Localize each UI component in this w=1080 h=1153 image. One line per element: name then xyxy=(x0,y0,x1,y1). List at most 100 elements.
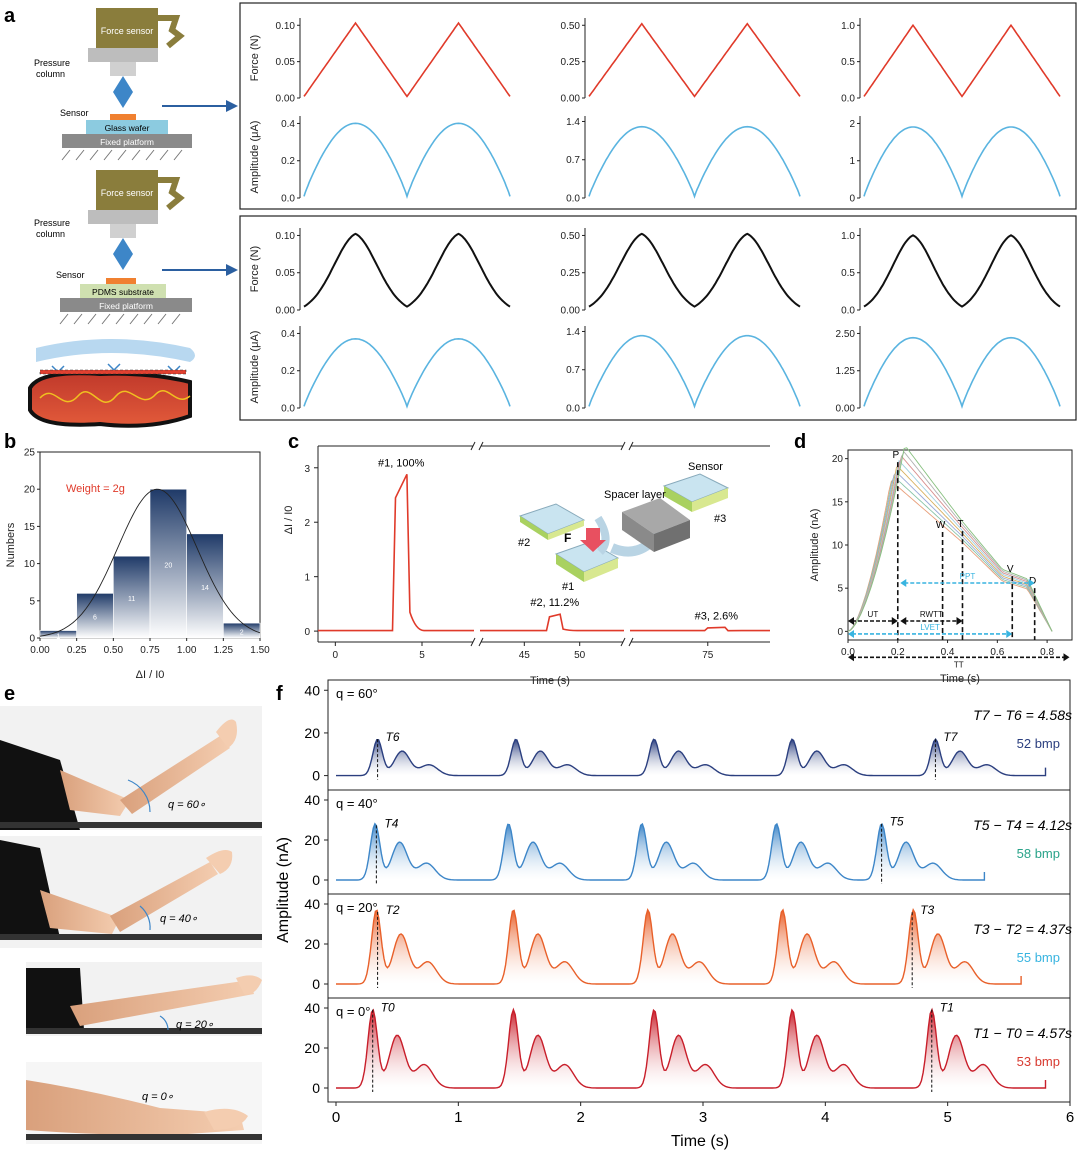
table-edge xyxy=(26,1134,262,1140)
sensor-cable xyxy=(158,15,185,49)
press-arrow-icon xyxy=(113,238,133,270)
y-tick-label: 0 xyxy=(312,976,320,992)
feature-point-label: P xyxy=(892,450,899,461)
sensor-3-edge xyxy=(664,486,692,512)
interval-label: PPT xyxy=(960,572,976,581)
interval-label: UT xyxy=(868,610,879,619)
bar-value-label: 20 xyxy=(164,563,172,570)
pulse-label: #2, 11.2% xyxy=(530,597,579,609)
y-tick-label: 0.00 xyxy=(276,94,296,105)
y-tick-label: 20 xyxy=(24,485,36,496)
heart-rate-label: 58 bmp xyxy=(1017,846,1060,861)
axis-break-mark xyxy=(620,637,626,647)
y-tick-label: 0.50 xyxy=(561,21,581,32)
y-tick-label: 0.00 xyxy=(561,94,581,105)
x-tick-label: 45 xyxy=(519,650,531,661)
artery-vessel xyxy=(28,371,192,428)
axis-break-mark xyxy=(628,441,634,451)
sensor-strip xyxy=(39,369,187,375)
y-tick-label: 0.05 xyxy=(276,268,296,279)
x-axis-label: Time (s) xyxy=(530,675,570,687)
series-line xyxy=(588,22,801,98)
heart-rate-label: 52 bmp xyxy=(1017,736,1060,751)
y-tick-label: 0.50 xyxy=(561,231,581,242)
pulse-trace xyxy=(847,480,1053,632)
pulse-line xyxy=(336,822,986,881)
y-tick-label: 0 xyxy=(29,634,35,645)
connector-ribbon xyxy=(594,515,610,555)
y-tick-label: 0.0 xyxy=(281,404,295,415)
y-tick-label: 0 xyxy=(312,872,320,888)
response-line xyxy=(317,473,475,632)
sensor-array-inset: Sensor Spacer layer #2 #1 #3 F xyxy=(518,461,730,593)
y-tick-label: 5 xyxy=(837,584,843,595)
pulse-wave-trace xyxy=(39,390,191,403)
y-axis-label: ΔI / I0 xyxy=(283,506,295,535)
axis-break-mark xyxy=(470,441,476,451)
pulse-trace xyxy=(847,447,1053,632)
pressure-column-stem xyxy=(110,224,136,238)
y-tick-label: 0 xyxy=(312,768,320,784)
bar-value-label: 11 xyxy=(128,596,135,603)
y-tick-label: 1.4 xyxy=(566,327,580,338)
y-tick-label: 20 xyxy=(304,725,320,741)
y-tick-label: 10 xyxy=(832,541,844,552)
pressure-column-top xyxy=(88,48,158,62)
arrow-head-icon xyxy=(226,264,238,276)
feature-point-label: W xyxy=(936,520,946,531)
pulse-line xyxy=(336,738,1047,777)
x-tick-label: 0 xyxy=(332,1109,340,1126)
y-tick-label: 20 xyxy=(304,936,320,952)
angle-arc xyxy=(139,905,151,931)
interval-equation: T1 − T0 = 4.57s xyxy=(973,1025,1072,1041)
y-tick-label: 0.05 xyxy=(276,57,296,68)
histogram-bar xyxy=(113,555,151,639)
y-tick-label: 1 xyxy=(849,156,855,167)
x-tick-label: 6 xyxy=(1066,1109,1074,1126)
fixed-platform xyxy=(60,298,192,312)
arrow-head-icon xyxy=(226,100,238,112)
sensor-label: Sensor xyxy=(60,108,89,118)
y-tick-label: 1.0 xyxy=(841,231,855,242)
pulse-trace xyxy=(847,459,1053,632)
hand xyxy=(236,975,262,995)
hand xyxy=(216,719,237,748)
inset-n3-label: #3 xyxy=(714,513,726,525)
pulse-trace xyxy=(847,466,1053,632)
angle-label: q = 0∘ xyxy=(142,1091,174,1103)
y-tick-label: 2 xyxy=(849,119,855,130)
peak-marker-label: T4 xyxy=(384,816,398,830)
y-tick-label: 0 xyxy=(837,627,843,638)
pulse-line xyxy=(336,1007,1047,1089)
axis-break-mark xyxy=(470,637,476,647)
chart-group-a-bottom: 0.00 0.05 0.10 0.00 0.25 0.50 0.0 0.5 1.0 Force (… xyxy=(249,228,1061,415)
y-tick-label: 0.0 xyxy=(841,94,855,105)
arrow-head-icon xyxy=(1063,653,1070,662)
y-tick-label: 20 xyxy=(832,454,844,465)
y-tick-label: 0 xyxy=(849,194,855,205)
heart-rate-label: 55 bmp xyxy=(1017,950,1060,965)
arrow-head-icon xyxy=(848,629,854,638)
y-tick-label: 15 xyxy=(832,497,844,508)
inset-sensor-label: Sensor xyxy=(688,461,723,473)
y-tick-label: 40 xyxy=(304,896,320,912)
y-axis-label: Force (N) xyxy=(249,35,261,81)
sensor-chip xyxy=(110,114,136,120)
x-tick-label: 0.6 xyxy=(990,647,1004,658)
setup-schematic-glass: Force sensor Pressure column Sensor Glass… xyxy=(34,8,238,161)
series-line xyxy=(303,21,511,98)
fixed-platform-label: Fixed platform xyxy=(99,301,153,311)
x-tick-label: 0.00 xyxy=(30,645,50,656)
y-tick-label: 3 xyxy=(304,464,310,475)
pulse-area xyxy=(336,739,1046,776)
force-arrow-icon xyxy=(580,528,606,552)
series-line xyxy=(303,232,511,308)
y-tick-label: 0.0 xyxy=(841,306,855,317)
x-tick-label: 75 xyxy=(702,650,714,661)
subplot: 0.00 0.05 0.10 xyxy=(276,228,511,317)
artery-illustration xyxy=(28,339,195,428)
peak-marker-label: T5 xyxy=(890,815,904,829)
y-tick-label: 20 xyxy=(304,832,320,848)
interval-label: TT xyxy=(954,660,964,669)
